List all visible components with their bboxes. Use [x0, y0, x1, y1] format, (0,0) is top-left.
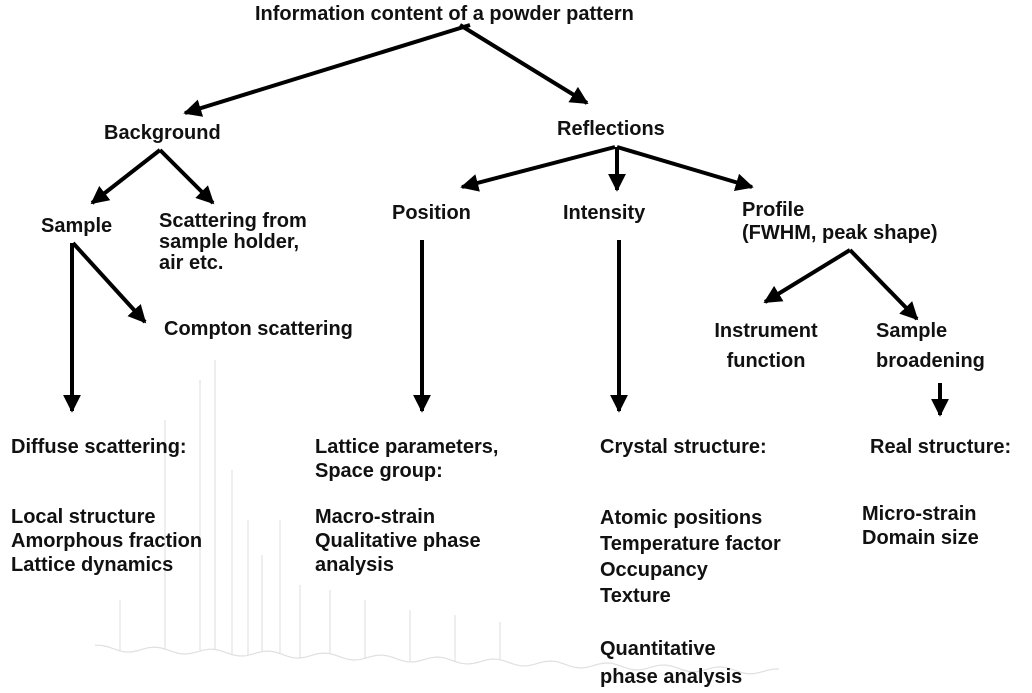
list-item: Temperature factor [600, 533, 781, 555]
node-scattering-holder: Scattering from sample holder, air etc. [159, 211, 307, 274]
instrument-line-1: Instrument [714, 320, 818, 342]
outcome-diffuse-list: Local structure Amorphous fraction Latti… [11, 505, 202, 577]
lattice-heading-line-2: Space group: [315, 460, 443, 482]
arrow-background-to-sample [90, 148, 162, 205]
outcome-lattice-heading: Lattice parameters, Space group: [315, 435, 498, 483]
arrow-reflections-to-position [460, 145, 616, 192]
node-reflections: Reflections [557, 118, 665, 140]
arrow-title-to-reflections [458, 23, 589, 105]
broadening-line-2: broadening [876, 350, 985, 372]
outcome-diffuse-heading: Diffuse scattering: [11, 436, 187, 458]
lattice-heading-line-1: Lattice parameters, [315, 436, 499, 458]
outcome-crystal-list: Atomic positions Temperature factor Occu… [600, 505, 781, 609]
list-item: Micro-strain [862, 503, 977, 525]
holder-line-2: sample holder, [159, 231, 300, 253]
node-intensity: Intensity [563, 202, 646, 224]
outcome-crystal-extra: Quantitative phase analysis [600, 635, 742, 691]
arrow-sample-to-compton [71, 241, 147, 324]
node-profile: Profile (FWHM, peak shape) [742, 199, 938, 245]
broadening-line-1: Sample [876, 320, 948, 342]
crystal-extra-line-1: Quantitative [600, 638, 716, 660]
node-position: Position [392, 202, 471, 224]
diagram-title: Information content of a powder pattern [255, 3, 634, 25]
list-item: Domain size [862, 527, 979, 549]
list-item: Amorphous fraction [11, 530, 203, 552]
outcome-lattice-list: Macro-strain Qualitative phase analysis [315, 505, 481, 577]
arrow-profile-to-broadening [848, 248, 919, 321]
profile-line-1: Profile [742, 199, 805, 221]
instrument-line-2: function [726, 350, 806, 372]
list-item: Atomic positions [600, 507, 763, 529]
crystal-extra-line-2: phase analysis [600, 666, 743, 688]
node-instrument-function: Instrument function [702, 316, 830, 376]
list-item: Occupancy [600, 559, 708, 581]
list-item: Texture [600, 585, 671, 607]
holder-line-3: air etc. [159, 252, 224, 274]
list-item: analysis [315, 554, 394, 576]
holder-line-1: Scattering from [159, 210, 307, 232]
list-item: Macro-strain [315, 506, 436, 528]
arrow-reflections-to-profile [616, 145, 754, 192]
outcome-crystal-heading: Crystal structure: [600, 436, 767, 458]
list-item: Local structure [11, 506, 156, 528]
node-sample-broadening: Sample broadening [876, 316, 985, 376]
list-item: Lattice dynamics [11, 554, 174, 576]
outcome-real-list: Micro-strain Domain size [862, 502, 979, 550]
node-sample: Sample [41, 215, 113, 237]
arrow-title-to-background [183, 23, 471, 117]
arrow-background-to-holder [158, 148, 215, 205]
node-background: Background [104, 122, 221, 144]
list-item: Qualitative phase [315, 530, 481, 552]
node-compton: Compton scattering [164, 318, 353, 340]
outcome-real-heading: Real structure: [870, 436, 1012, 458]
arrow-profile-to-instrument [763, 248, 852, 304]
profile-line-2: (FWHM, peak shape) [742, 222, 938, 244]
